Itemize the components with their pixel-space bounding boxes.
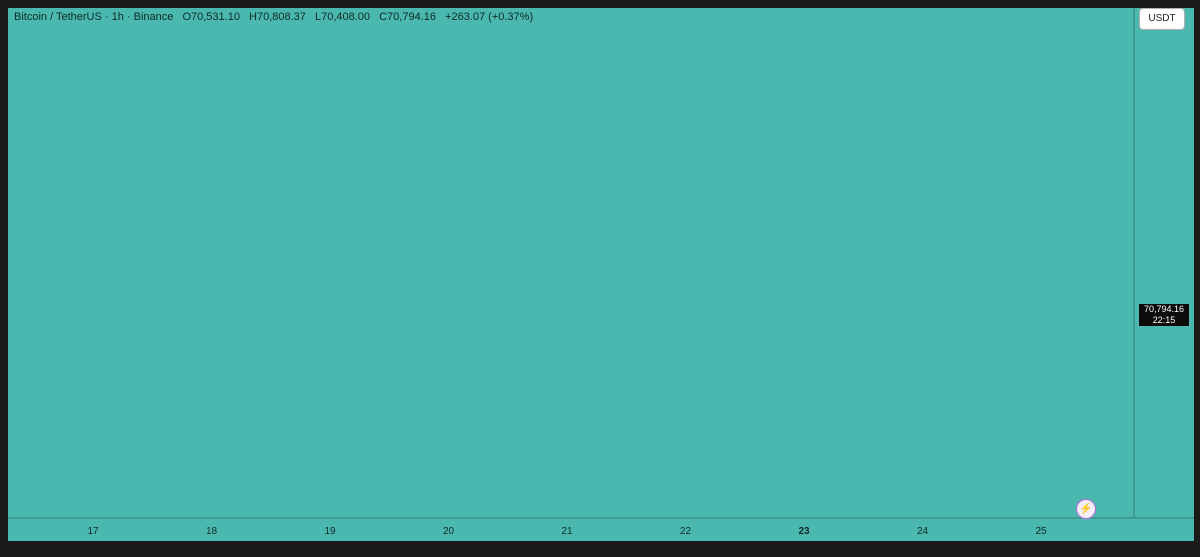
x-tick-label: 20 xyxy=(443,526,455,537)
x-tick-label: 22 xyxy=(680,526,692,537)
x-tick-label: 17 xyxy=(87,526,99,537)
change-value: +263.07 (+0.37%) xyxy=(445,11,534,23)
price-axis[interactable] xyxy=(1134,8,1194,518)
x-tick-label: 21 xyxy=(561,526,573,537)
plot-area[interactable] xyxy=(8,8,1134,518)
low-value: L70,408.00 xyxy=(314,11,371,23)
last-price-value: 70,794.16 xyxy=(1143,304,1185,314)
x-tick-label: 19 xyxy=(324,526,336,537)
high-value: H70,808.37 xyxy=(249,11,306,23)
symbol-legend: Bitcoin / TetherUS · 1h · Binance O70,53… xyxy=(14,11,539,23)
x-tick-label: 25 xyxy=(1035,526,1047,537)
x-tick-label: 18 xyxy=(206,526,218,537)
currency-button[interactable]: USDT xyxy=(1139,8,1185,30)
close-value: C70,794.16 xyxy=(379,11,436,23)
bar-countdown: 22:15 xyxy=(1152,315,1176,325)
symbol-label[interactable]: Bitcoin / TetherUS · 1h · Binance xyxy=(14,11,174,23)
time-axis[interactable] xyxy=(8,518,1194,541)
x-tick-label: 23 xyxy=(798,526,810,537)
open-value: O70,531.10 xyxy=(182,11,240,23)
last-price-badge: 70,794.16 22:15 xyxy=(1139,304,1189,326)
x-tick-label: 24 xyxy=(917,526,929,537)
lightning-bolt-icon[interactable]: ⚡ xyxy=(1076,499,1096,519)
